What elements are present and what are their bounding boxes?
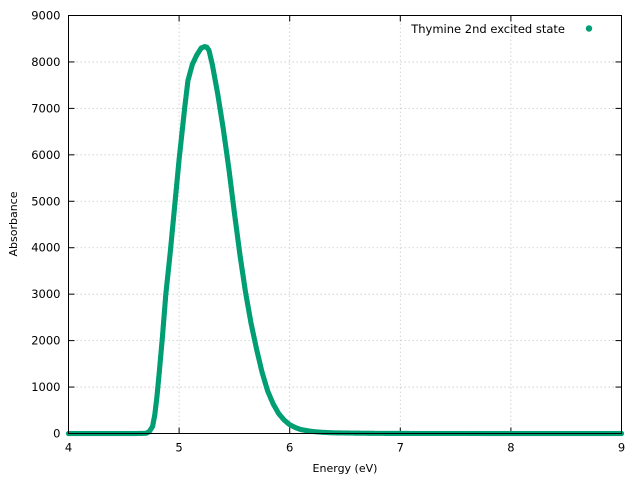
series-points — [65, 44, 625, 437]
y-tick-label: 3000 — [31, 287, 60, 301]
tick-labels: 4 5 6 7 8 9 0 1000 2000 3000 4000 5000 6000 7000 8000 9… — [31, 9, 625, 455]
y-tick-label: 0 — [53, 427, 60, 441]
y-tick-label: 1000 — [31, 380, 60, 394]
y-tick-label: 6000 — [31, 148, 60, 162]
legend-label: Thymine 2nd excited state — [410, 22, 565, 36]
x-tick-label: 4 — [65, 441, 72, 455]
y-tick-label: 7000 — [31, 101, 60, 115]
x-tick-label: 6 — [286, 441, 293, 455]
y-tick-label: 9000 — [31, 9, 60, 23]
x-axis-label: Energy (eV) — [313, 462, 378, 475]
x-tick-label: 8 — [507, 441, 514, 455]
y-tick-label: 8000 — [31, 55, 60, 69]
legend-marker — [585, 25, 593, 32]
axis-ticks — [68, 15, 622, 434]
y-axis-label: Absorbance — [7, 191, 20, 256]
x-tick-label: 7 — [397, 441, 404, 455]
y-tick-label: 2000 — [31, 334, 60, 348]
x-tick-label: 5 — [175, 441, 182, 455]
grid-lines — [68, 15, 622, 434]
y-tick-label: 4000 — [31, 241, 60, 255]
plot-frame — [68, 15, 622, 434]
y-tick-label: 5000 — [31, 194, 60, 208]
legend: Thymine 2nd excited state — [410, 22, 593, 36]
x-tick-label: 9 — [618, 441, 625, 455]
